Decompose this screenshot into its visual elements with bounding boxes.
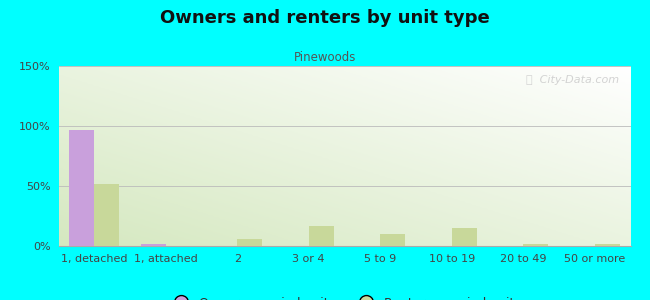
Bar: [237, 239, 262, 246]
Bar: [94, 184, 120, 246]
Bar: [452, 228, 476, 246]
Bar: [595, 244, 620, 246]
Bar: [140, 244, 166, 246]
Bar: [69, 130, 94, 246]
Text: ⓘ  City-Data.com: ⓘ City-Data.com: [526, 75, 619, 85]
Bar: [380, 234, 406, 246]
Legend: Owner occupied units, Renter occupied units: Owner occupied units, Renter occupied un…: [164, 292, 525, 300]
Text: Owners and renters by unit type: Owners and renters by unit type: [160, 9, 490, 27]
Bar: [309, 226, 334, 246]
Bar: [523, 244, 548, 246]
Text: Pinewoods: Pinewoods: [294, 51, 356, 64]
